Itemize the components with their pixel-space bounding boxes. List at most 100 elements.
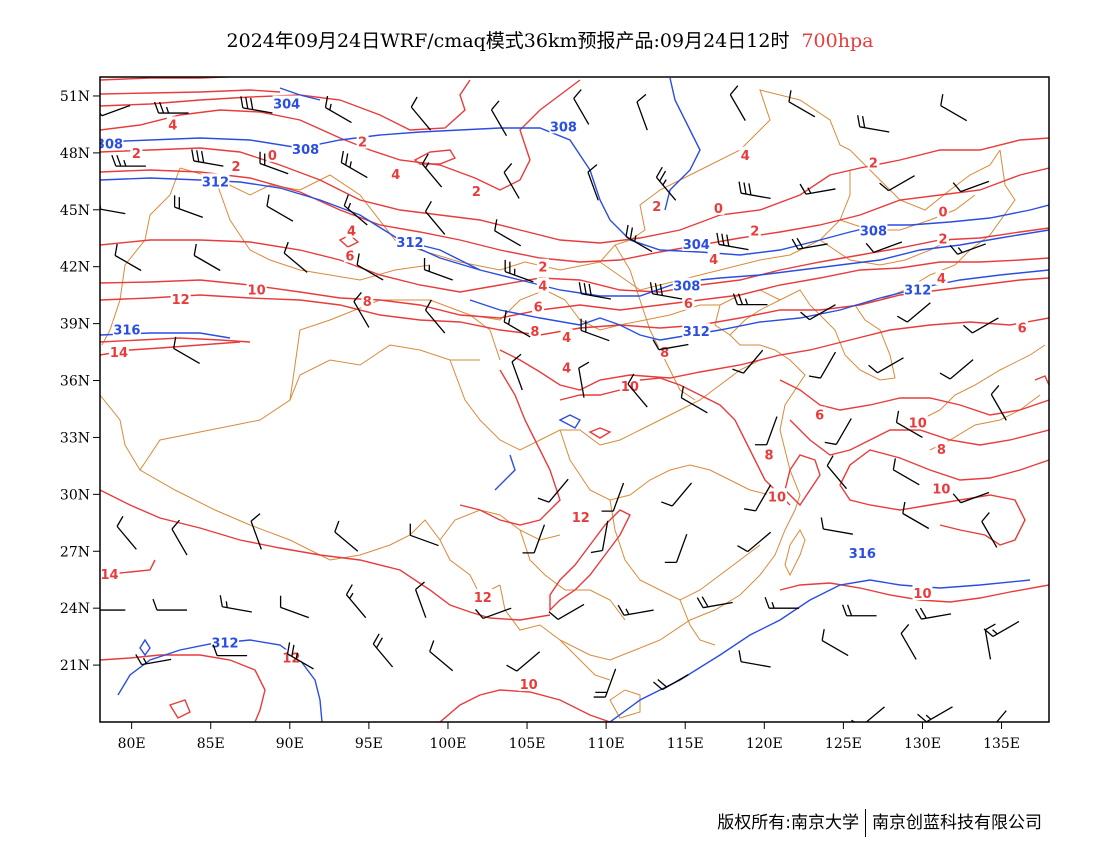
hunan-jiangxi (609, 499, 761, 601)
wind-barb (173, 336, 200, 365)
wind-barb (116, 515, 137, 550)
temperature-label-bg (935, 440, 948, 456)
wind-barb (696, 596, 733, 609)
title-main: 2024年09月24日WRF/cmaq模式36km预报产品:09月24日12时 (226, 30, 790, 52)
height-label: 312 (211, 636, 238, 651)
temperature-label-bg (682, 294, 695, 310)
plot-frame (99, 76, 1050, 723)
temperature-label-bg (361, 292, 374, 308)
wind-barb (429, 640, 454, 672)
sichuan-inner (449, 359, 601, 451)
wind-barb (820, 517, 853, 535)
temperature-label: 2 (869, 156, 878, 171)
wind-barb (578, 361, 590, 398)
northern-national-border (179, 89, 1001, 271)
wind-barb (824, 418, 852, 446)
temperature-label: 8 (660, 346, 669, 361)
wind-barb (409, 523, 439, 547)
temperature-label-bg (389, 165, 402, 181)
height-label: 308 (96, 137, 123, 152)
wind-barb (414, 581, 427, 618)
wind-barb (732, 293, 768, 306)
isotherm (779, 379, 1049, 416)
y-axis: 51N 48N 45N 42N 39N 36N 33N 30N 27N 24N 21N (60, 89, 100, 674)
temperature-label-bg (560, 328, 573, 344)
company-text: 南京创蓝科技有限公司 (872, 813, 1042, 833)
wind-barb (219, 595, 252, 613)
temperature-label: 2 (538, 261, 547, 276)
wind-barb (372, 633, 394, 668)
temperature-label: 4 (391, 168, 400, 183)
wind-barb (250, 513, 262, 550)
temperature-label: 12 (474, 591, 492, 606)
wind-barb (537, 478, 569, 503)
wind-barb (664, 533, 688, 564)
temperature-label-bg (935, 270, 948, 286)
temperature-labels: 4 2 2 0 2 4 2 4 6 8 10 12 14 4 2 0 2 4 2 0 2 4 2 4 6 8 6 8 4 4 10 6 6 10 8… (100, 116, 1029, 693)
height-label: 312 (202, 175, 229, 190)
isotherm (100, 227, 1049, 293)
y-tick-label: 21N (60, 658, 90, 674)
title-level: 700hpa (801, 30, 874, 52)
height-label-bg (549, 118, 578, 134)
temperature-label: 4 (741, 149, 750, 164)
wind-barb (995, 710, 1007, 722)
wind-barb (475, 607, 512, 620)
wind-barb (421, 153, 443, 188)
height-label: 316 (849, 547, 876, 562)
x-tick-label: 115E (667, 736, 704, 752)
wind-barb (286, 642, 314, 670)
temperature-label-bg (931, 480, 952, 496)
height-label: 308 (550, 120, 577, 135)
wind-barb (716, 232, 749, 251)
wind-barb (738, 650, 771, 668)
y-tick-label: 36N (60, 374, 90, 390)
wind-barb (896, 302, 931, 323)
temperature-label: 2 (652, 200, 661, 215)
korea-coast (809, 304, 896, 381)
y-tick-label: 42N (60, 260, 90, 276)
wind-barbs (100, 85, 1020, 722)
height-contour (664, 77, 701, 211)
x-axis: 80E 85E 90E 95E 100E 105E 110E 115E 120E 125E 130E… (118, 722, 1020, 752)
wind-barb (857, 115, 890, 133)
wind-barb (423, 258, 453, 281)
wind-barb (259, 151, 289, 175)
temperature-label: 6 (345, 249, 354, 264)
height-label-bg (672, 277, 701, 293)
temperature-label-bg (108, 344, 129, 360)
temperature-label-bg (867, 154, 880, 170)
wind-barb (984, 623, 996, 660)
height-label-bg (682, 235, 711, 251)
temperature-label-bg (763, 446, 776, 462)
isotherm (499, 317, 1049, 391)
wind-barb (522, 524, 546, 554)
height-labels: 304 308 308 308 312 312 304 308 308 312 312 316 316 3… (96, 95, 932, 651)
wind-barb (868, 357, 904, 374)
hainan (609, 689, 641, 719)
y-tick-label: 24N (60, 601, 90, 617)
temperature-label-bg (536, 258, 549, 274)
footer: 版权所有:南京大学 南京创蓝科技有限公司 (717, 808, 1042, 837)
wind-barb (754, 416, 778, 446)
height-label-bg (903, 281, 932, 297)
taiwan (784, 529, 806, 577)
temperature-label-bg (739, 146, 752, 162)
temperature-label: 6 (815, 409, 824, 424)
wind-barb (788, 90, 816, 118)
huabei-inner-2 (564, 299, 720, 331)
height-contour (139, 638, 151, 657)
xinjiang-inner (214, 177, 431, 281)
wind-barb (410, 96, 432, 131)
isotherm (100, 257, 1049, 319)
isotherm (789, 419, 1049, 456)
temperature-label: 4 (937, 272, 946, 287)
temperature-label-bg (470, 182, 483, 198)
wind-barb (952, 180, 990, 193)
temperature-label: 10 (520, 678, 538, 693)
wind-barb (892, 458, 920, 486)
wind-barb (821, 628, 849, 657)
isotherm (168, 699, 191, 719)
temperature-label-bg (912, 585, 933, 600)
